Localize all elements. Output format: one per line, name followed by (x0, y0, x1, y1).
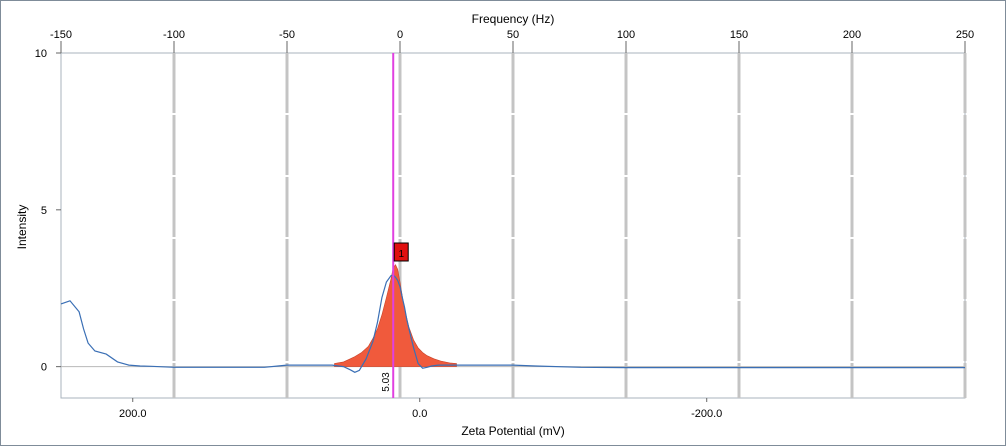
top-axis-title: Frequency (Hz) (472, 12, 555, 26)
grid-lines (61, 53, 967, 398)
top-tick-label: -100 (163, 29, 185, 41)
bottom-tick-label: 200.0 (119, 408, 147, 420)
top-tick-label: 50 (507, 29, 519, 41)
y-tick-label: 0 (41, 362, 47, 374)
top-tick-label: 150 (730, 29, 748, 41)
top-tick-label: 100 (617, 29, 635, 41)
top-tick-label: 0 (397, 29, 403, 41)
peak-area (334, 264, 457, 367)
peak-label: 1 (398, 249, 404, 260)
top-axis-ticks: -150 -100 -50 0 50 100 150 200 250 (50, 29, 974, 53)
y-axis-title: Intensity (15, 205, 29, 250)
top-tick-label: 250 (956, 29, 974, 41)
y-tick-label: 10 (35, 48, 47, 60)
top-tick-label: -50 (279, 29, 295, 41)
top-tick-label: -150 (50, 29, 72, 41)
y-axis-ticks: 0 5 10 (35, 48, 61, 374)
top-tick-label: 200 (843, 29, 861, 41)
distribution-line (60, 274, 965, 373)
peak-marker-layer: 15.03 (381, 53, 409, 398)
peak-value-label: 5.03 (381, 372, 392, 392)
bottom-axis-ticks: 200.0 0.0 -200.0 (119, 398, 722, 420)
distribution-line-layer (60, 274, 965, 373)
bottom-axis-title: Zeta Potential (mV) (461, 424, 564, 438)
peak-label-box (393, 242, 409, 262)
bottom-tick-label: -200.0 (691, 408, 722, 420)
peak-area-layer (334, 264, 457, 367)
y-tick-label: 5 (41, 205, 47, 217)
bottom-tick-label: 0.0 (412, 408, 427, 420)
